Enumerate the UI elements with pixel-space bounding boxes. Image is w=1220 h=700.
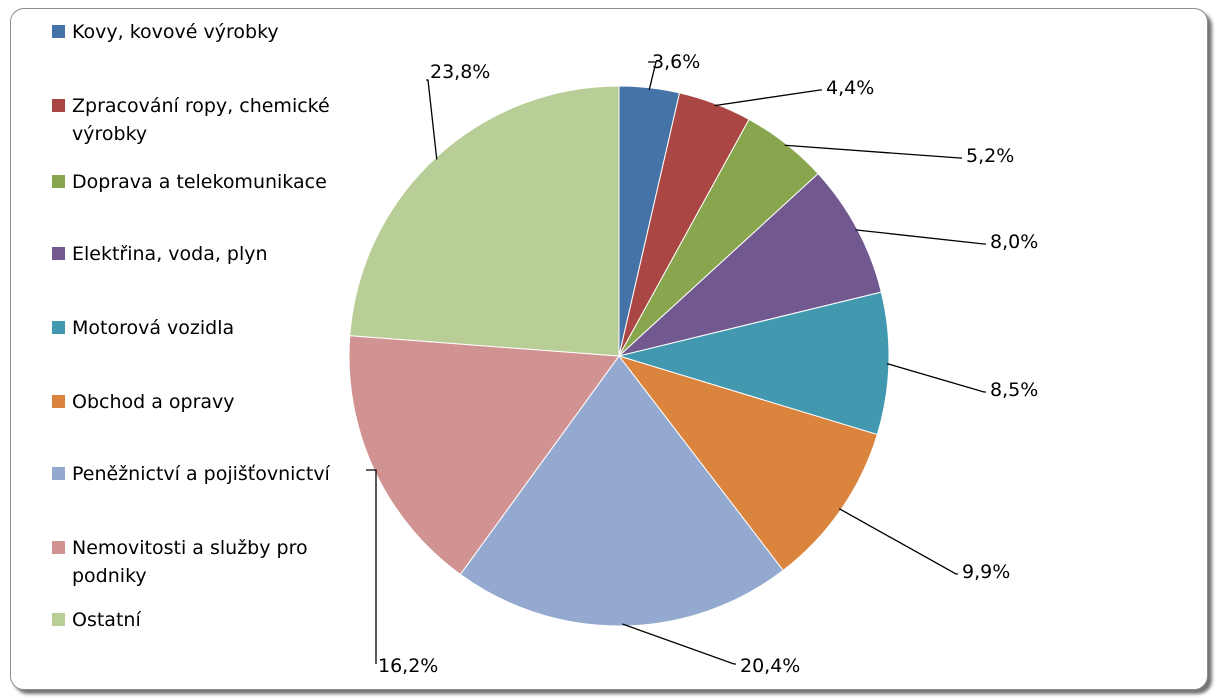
legend-item-ostatni: Ostatní bbox=[52, 606, 372, 634]
legend-item-nemovitosti: Nemovitosti a služby pro podniky bbox=[52, 534, 372, 590]
pie-slice-elektrina bbox=[618, 172, 882, 357]
legend-swatch-kovy bbox=[52, 25, 65, 38]
legend-label-elektrina: Elektřina, voda, plyn bbox=[72, 243, 268, 265]
legend-swatch-penez bbox=[52, 467, 65, 480]
leader-line-penez bbox=[622, 623, 736, 665]
legend-swatch-ropa bbox=[52, 99, 65, 112]
data-label-vozidla: 8,5% bbox=[990, 379, 1038, 401]
legend-swatch-vozidla bbox=[52, 321, 65, 334]
data-label-penez: 20,4% bbox=[740, 655, 800, 677]
legend-item-elektrina: Elektřina, voda, plyn bbox=[52, 240, 372, 268]
legend-label-penez: Peněžnictví a pojišťovnictví bbox=[72, 463, 330, 485]
data-label-kovy: 3,6% bbox=[652, 51, 700, 73]
leader-line-vozidla bbox=[886, 362, 986, 393]
legend-label-ropa: Zpracování ropy, chemické výrobky bbox=[72, 95, 330, 145]
legend-item-doprava: Doprava a telekomunikace bbox=[52, 168, 372, 196]
data-label-ostatni: 23,8% bbox=[430, 61, 490, 83]
legend-item-penez: Peněžnictví a pojišťovnictví bbox=[52, 460, 372, 488]
legend-swatch-obchod bbox=[52, 395, 65, 408]
data-labels: 3,6% 4,4% 5,2% 8,0% 8,5% 9,9% 20,4% 16,2% 23,8% bbox=[378, 51, 1038, 677]
legend-label-vozidla: Motorová vozidla bbox=[72, 317, 235, 339]
pie-slice-ostatni bbox=[349, 85, 620, 357]
legend-swatch-doprava bbox=[52, 175, 65, 188]
legend-label-obchod: Obchod a opravy bbox=[72, 391, 235, 413]
legend-swatch-ostatni bbox=[52, 613, 65, 626]
legend-item-obchod: Obchod a opravy bbox=[52, 388, 372, 416]
leader-line-ropa bbox=[714, 89, 822, 107]
legend-item-vozidla: Motorová vozidla bbox=[52, 314, 372, 342]
data-label-elektrina: 8,0% bbox=[990, 231, 1038, 253]
legend-item-ropa: Zpracování ropy, chemické výrobky bbox=[52, 92, 372, 148]
pie-slices bbox=[348, 85, 890, 627]
leader-lines bbox=[366, 61, 986, 665]
legend-label-doprava: Doprava a telekomunikace bbox=[72, 171, 327, 193]
leader-line-obchod bbox=[838, 508, 958, 575]
legend-label-nemovitosti: Nemovitosti a služby pro podniky bbox=[72, 537, 308, 587]
data-label-doprava: 5,2% bbox=[966, 145, 1014, 167]
data-label-nemovitosti: 16,2% bbox=[378, 655, 438, 677]
leader-line-kovy bbox=[648, 61, 657, 90]
legend-swatch-elektrina bbox=[52, 247, 65, 260]
legend-swatch-nemovitosti bbox=[52, 541, 65, 554]
legend-label-kovy: Kovy, kovové výrobky bbox=[72, 21, 279, 43]
leader-line-doprava bbox=[784, 144, 962, 159]
legend-label-ostatni: Ostatní bbox=[72, 609, 141, 631]
data-label-obchod: 9,9% bbox=[962, 561, 1010, 583]
leader-line-nemovitosti bbox=[366, 469, 377, 664]
legend-item-kovy: Kovy, kovové výrobky bbox=[52, 18, 372, 46]
data-label-ropa: 4,4% bbox=[826, 77, 874, 99]
leader-line-elektrina bbox=[855, 229, 986, 245]
pie-slice-penez bbox=[459, 355, 784, 627]
leader-line-ostatni bbox=[426, 79, 438, 160]
